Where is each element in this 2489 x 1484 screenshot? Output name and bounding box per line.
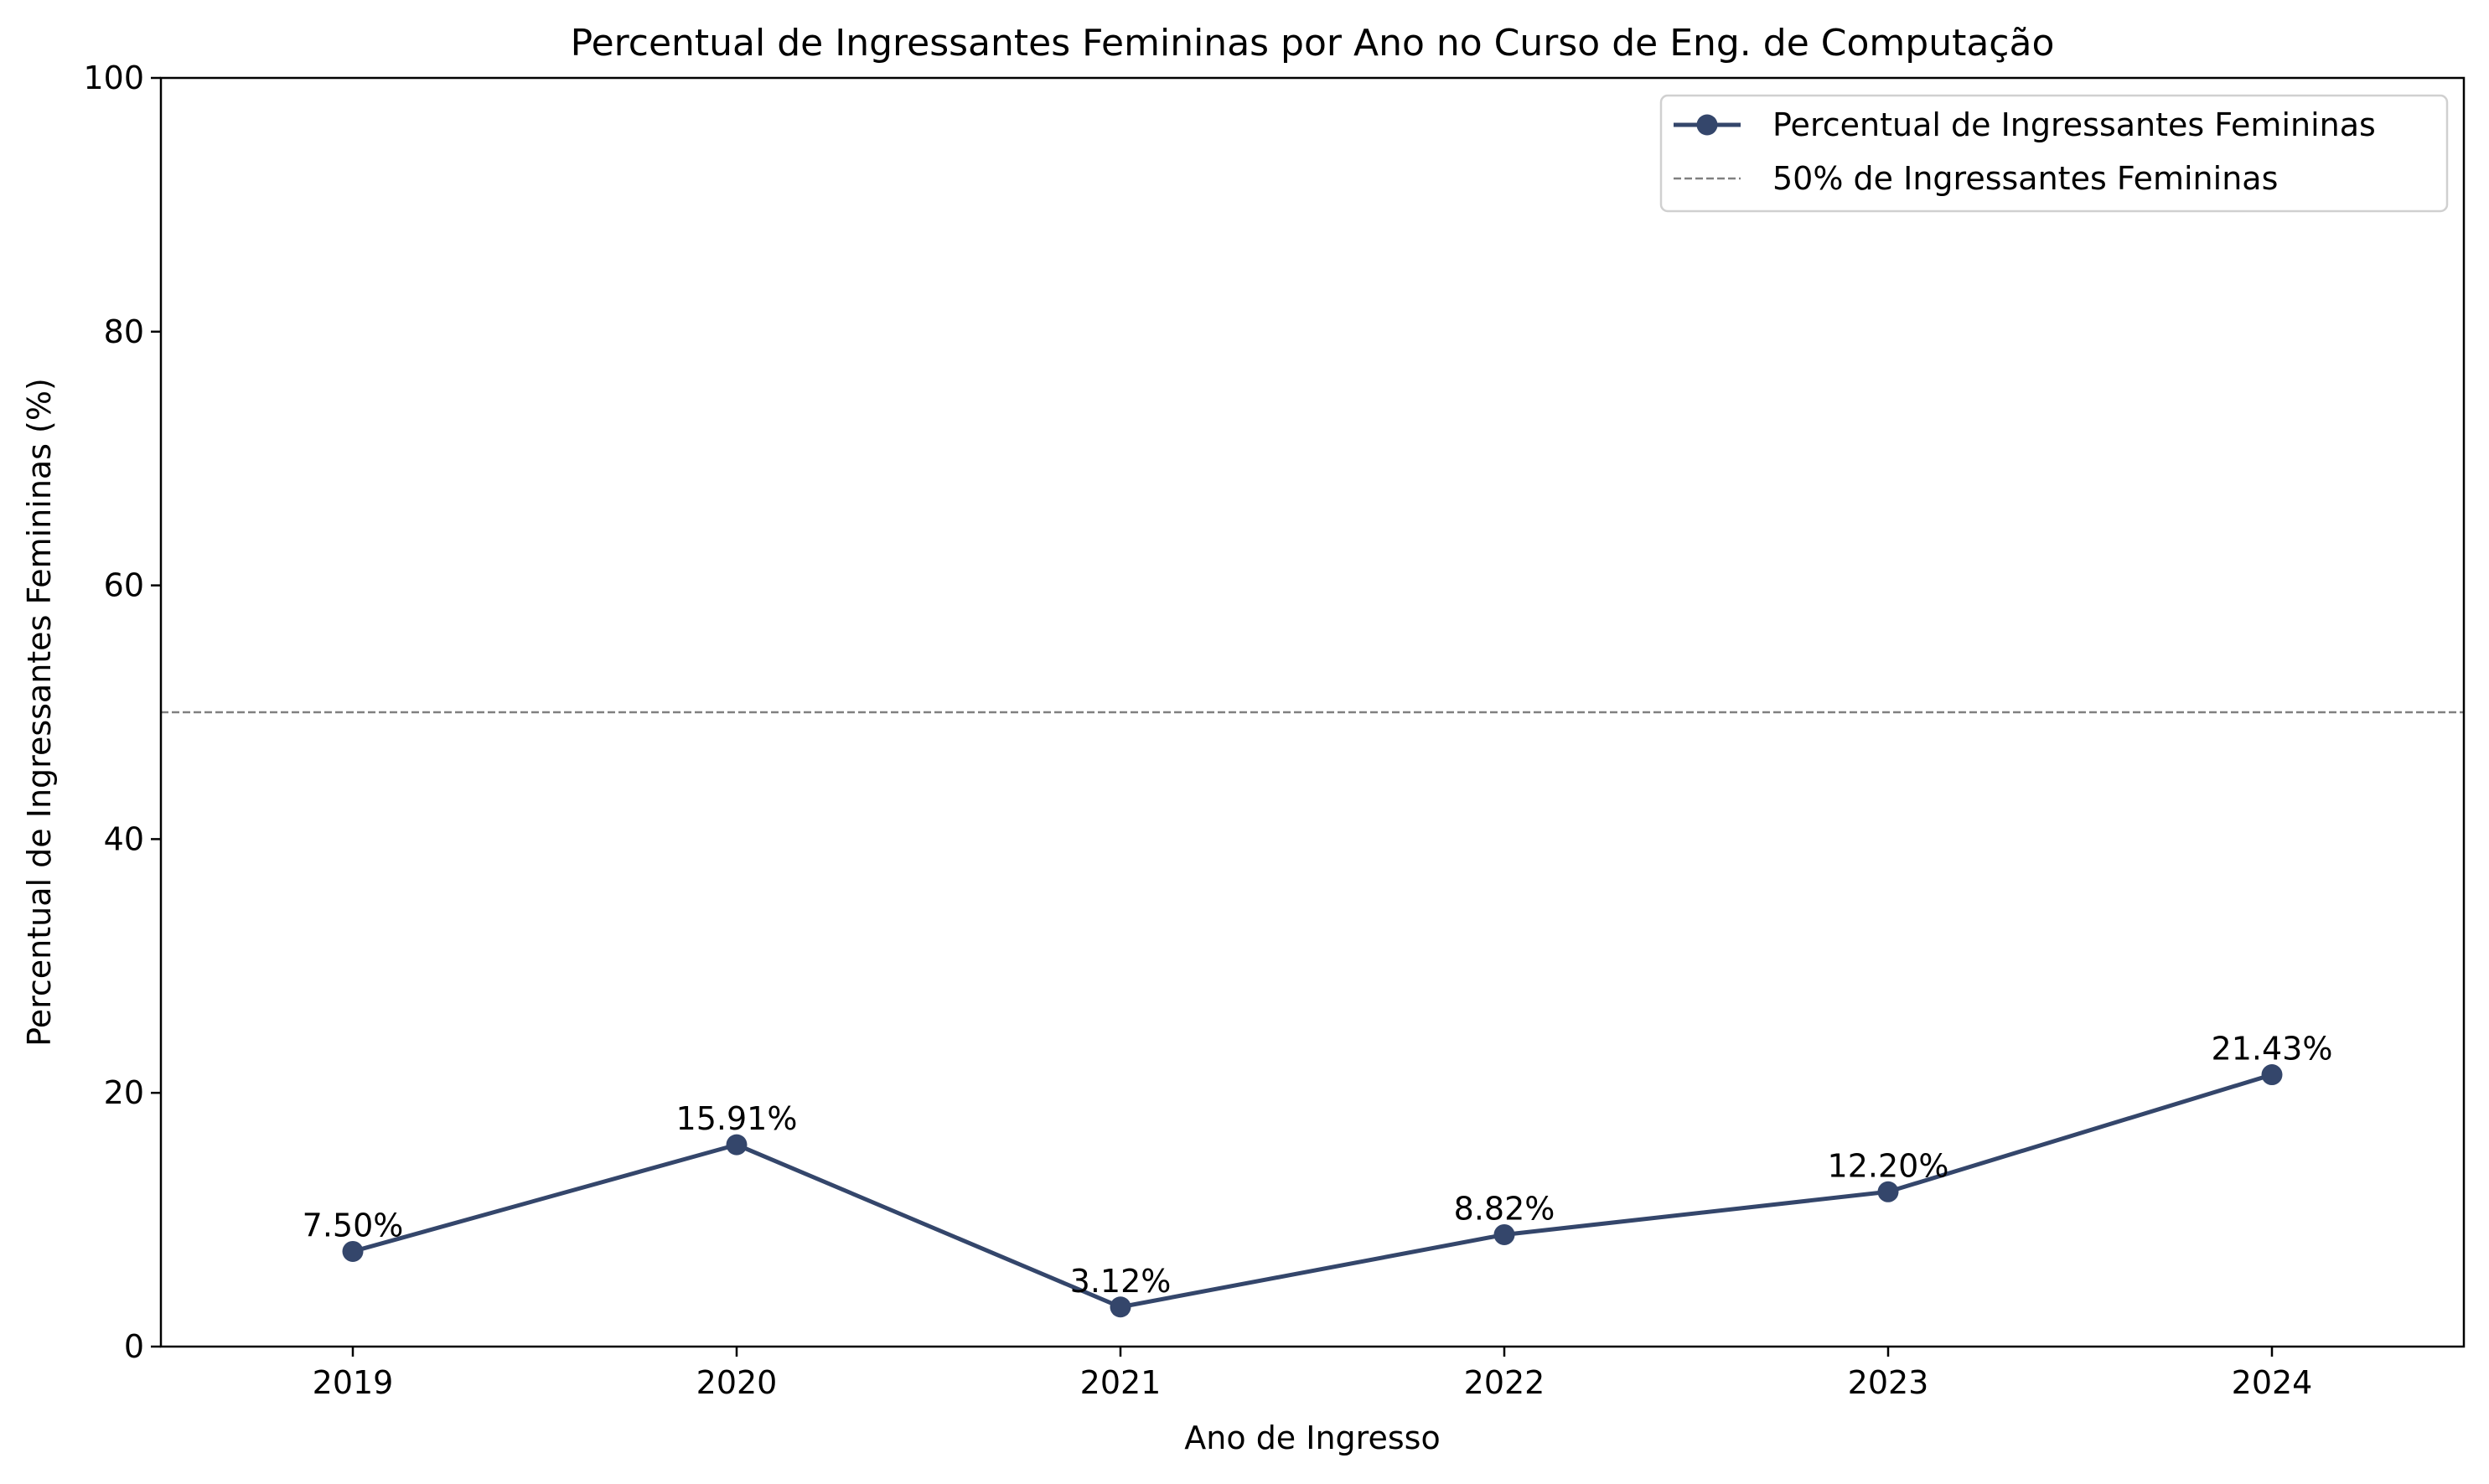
x-axis-label: Ano de Ingresso	[1184, 1419, 1440, 1456]
legend-marker	[1696, 114, 1718, 136]
data-label: 12.20%	[1828, 1147, 1949, 1184]
y-tick-label: 80	[104, 313, 144, 350]
legend-box	[1659, 94, 2449, 213]
y-tick-label: 60	[104, 567, 144, 604]
data-label: 3.12%	[1070, 1263, 1172, 1300]
data-point	[1110, 1296, 1131, 1318]
y-tick-label: 0	[124, 1328, 144, 1365]
plot-frame	[159, 76, 2466, 1348]
data-point	[1493, 1223, 1515, 1245]
data-point	[1877, 1181, 1899, 1202]
legend-label: Percentual de Ingressantes Femininas	[1772, 106, 2376, 143]
data-label: 21.43%	[2212, 1031, 2333, 1068]
x-tick-label: 2021	[1080, 1364, 1162, 1401]
data-label: 8.82%	[1454, 1190, 1555, 1227]
y-tick-label: 20	[104, 1074, 144, 1111]
series-line	[352, 1073, 2273, 1310]
legend: Percentual de Ingressantes Femininas 50% …	[1659, 94, 2449, 213]
data-label: 7.50%	[303, 1207, 404, 1244]
y-tick-label: 40	[104, 820, 144, 857]
x-tick-label: 2024	[2232, 1364, 2313, 1401]
legend-label: 50% de Ingressantes Femininas	[1772, 160, 2278, 197]
x-tick-label: 2023	[1848, 1364, 1929, 1401]
data-point	[342, 1240, 364, 1262]
y-tick-label: 100	[83, 59, 144, 96]
x-tick-label: 2020	[696, 1364, 778, 1401]
plot-area: 7.50% 15.91% 3.12% 8.82% 12.20% 21.43%	[161, 711, 2464, 1318]
data-point	[726, 1134, 748, 1156]
x-tick-label: 2022	[1464, 1364, 1545, 1401]
axes: 0 20 40 60 80 100 2019 2020 2021 2022 2023 2024	[83, 59, 2466, 1401]
chart-title: Percentual de Ingressantes Femininas por…	[571, 22, 2055, 65]
data-point	[2261, 1064, 2283, 1086]
y-axis-label: Percentual de Ingressantes Femininas (%)	[21, 378, 58, 1047]
x-tick-label: 2019	[313, 1364, 394, 1401]
data-label: 15.91%	[676, 1100, 798, 1137]
